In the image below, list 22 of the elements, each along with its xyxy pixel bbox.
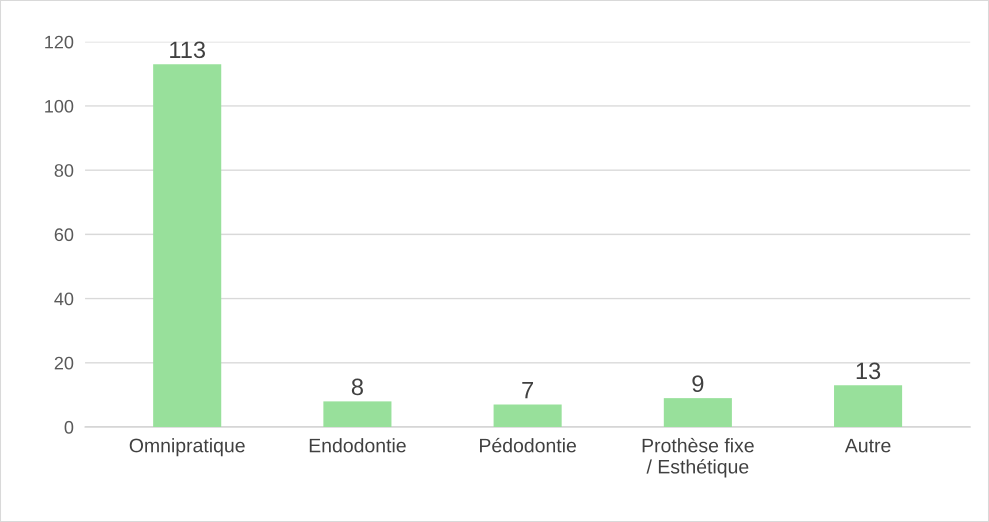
y-tick-label: 0: [64, 420, 74, 434]
x-tick-label: Omnipratique: [130, 438, 245, 456]
y-tick-label: 100: [45, 100, 74, 113]
data-label: 13: [856, 362, 880, 380]
bar: [664, 398, 732, 427]
data-label: 113: [170, 41, 205, 58]
y-tick-label: 40: [54, 292, 74, 306]
bar: [153, 64, 222, 427]
x-tick-label: Prothèse fixe / Esthétique: [642, 438, 754, 478]
bar: [494, 404, 562, 427]
x-tick-label: Endodontie: [310, 438, 406, 452]
data-label: 9: [692, 375, 704, 392]
x-tick-label: Pédodontie: [480, 438, 576, 452]
x-tick-label: Autre: [844, 438, 890, 452]
data-label: 8: [352, 378, 363, 396]
data-label: 7: [522, 382, 534, 398]
y-tick-label: 60: [54, 228, 74, 242]
bar: [323, 401, 392, 427]
y-tick-label: 120: [45, 36, 74, 48]
y-tick-label: 20: [54, 356, 74, 370]
bar: [834, 385, 902, 427]
y-tick-label: 80: [54, 164, 74, 177]
